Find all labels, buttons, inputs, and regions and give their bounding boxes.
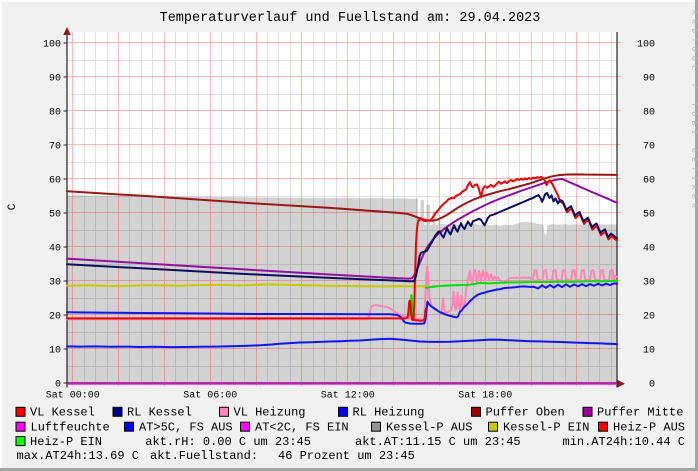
svg-text:VL Heizung: VL Heizung xyxy=(234,406,306,420)
svg-text:0: 0 xyxy=(649,380,655,391)
svg-text:Temperaturverlauf und Fuellsta: Temperaturverlauf und Fuellstand am: 29.… xyxy=(160,11,541,26)
svg-text:100: 100 xyxy=(43,40,61,51)
svg-text:Heiz-P EIN: Heiz-P EIN xyxy=(30,435,102,449)
svg-text:Heiz-P AUS: Heiz-P AUS xyxy=(613,420,685,434)
svg-text:Sat 12:00: Sat 12:00 xyxy=(321,391,375,402)
svg-text:70: 70 xyxy=(49,142,61,153)
svg-text:40: 40 xyxy=(49,244,61,255)
svg-text:Sat 00:00: Sat 00:00 xyxy=(46,391,100,402)
svg-text:Kessel-P EIN: Kessel-P EIN xyxy=(503,420,589,434)
svg-text:Puffer Mitte: Puffer Mitte xyxy=(597,406,683,420)
svg-text:46 Prozent um 23:45: 46 Prozent um 23:45 xyxy=(278,449,415,463)
svg-text:akt.Fuellstand:: akt.Fuellstand: xyxy=(150,449,258,463)
svg-text:50: 50 xyxy=(49,210,61,221)
svg-text:10: 10 xyxy=(643,346,655,357)
svg-text:min.AT24h:10.44 C: min.AT24h:10.44 C xyxy=(563,435,685,449)
svg-text:C: C xyxy=(7,203,19,210)
svg-text:RRDTOOL / TOBI OETIKER: RRDTOOL / TOBI OETIKER xyxy=(689,10,698,212)
svg-text:70: 70 xyxy=(643,142,655,153)
svg-text:Sat 18:00: Sat 18:00 xyxy=(458,391,512,402)
svg-text:Luftfeuchte: Luftfeuchte xyxy=(31,420,110,434)
svg-text:AT>5C, FS AUS: AT>5C, FS AUS xyxy=(139,420,233,434)
svg-text:RL Kessel: RL Kessel xyxy=(127,406,192,420)
svg-text:60: 60 xyxy=(643,176,655,187)
svg-text:90: 90 xyxy=(643,74,655,85)
svg-text:10: 10 xyxy=(49,346,61,357)
svg-text:50: 50 xyxy=(643,210,655,221)
svg-text:20: 20 xyxy=(49,312,61,323)
svg-text:80: 80 xyxy=(643,108,655,119)
svg-text:Puffer Oben: Puffer Oben xyxy=(486,406,565,420)
svg-text:VL Kessel: VL Kessel xyxy=(30,406,95,420)
svg-text:max.AT24h:13.69 C: max.AT24h:13.69 C xyxy=(17,449,139,463)
svg-text:0: 0 xyxy=(55,380,61,391)
svg-text:AT<2C, FS EIN: AT<2C, FS EIN xyxy=(255,420,349,434)
svg-text:20: 20 xyxy=(643,312,655,323)
svg-text:100: 100 xyxy=(637,40,655,51)
svg-text:akt.AT:11.15 C um 23:45: akt.AT:11.15 C um 23:45 xyxy=(355,435,521,449)
svg-text:akt.rH: 0.00 C um 23:45: akt.rH: 0.00 C um 23:45 xyxy=(145,435,311,449)
svg-text:Kessel-P AUS: Kessel-P AUS xyxy=(386,420,472,434)
svg-text:30: 30 xyxy=(643,278,655,289)
svg-text:RL Heizung: RL Heizung xyxy=(353,406,425,420)
svg-text:60: 60 xyxy=(49,176,61,187)
svg-text:30: 30 xyxy=(49,278,61,289)
svg-text:90: 90 xyxy=(49,74,61,85)
svg-text:80: 80 xyxy=(49,108,61,119)
svg-text:Sat 06:00: Sat 06:00 xyxy=(183,391,237,402)
svg-text:40: 40 xyxy=(643,244,655,255)
